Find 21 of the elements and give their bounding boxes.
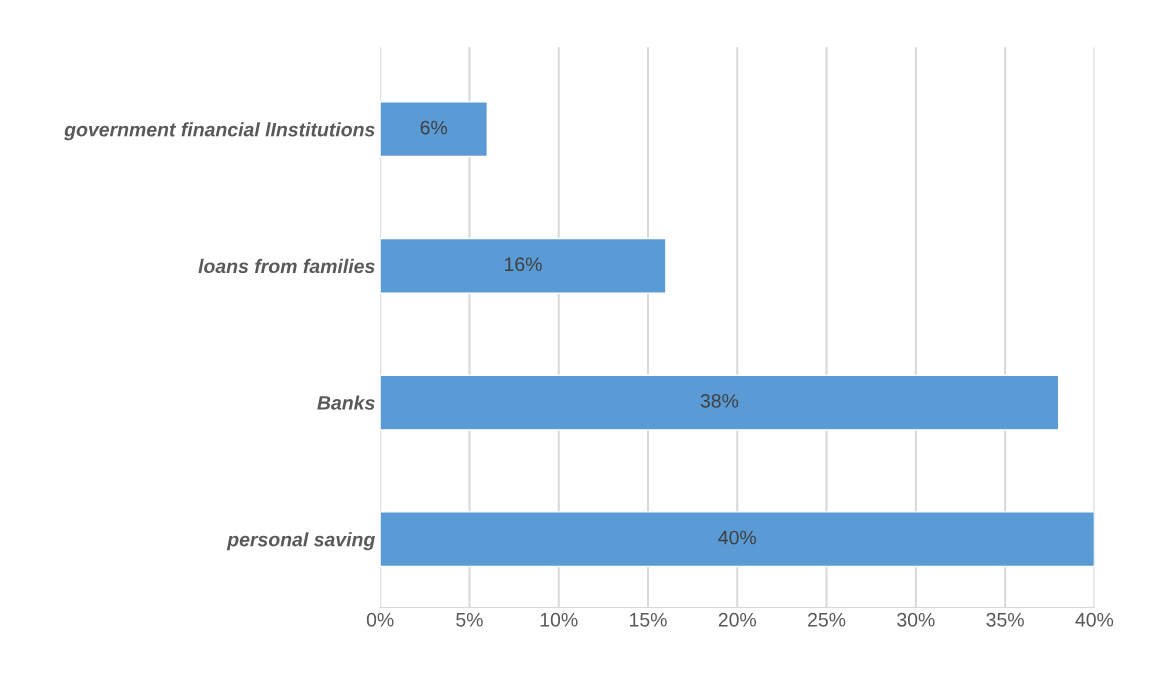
data-label: 6% — [420, 120, 448, 135]
x-tick-label: 15% — [630, 612, 667, 627]
x-tick-label: 20% — [718, 612, 757, 627]
y-tick-label: loans from families — [198, 258, 375, 274]
bar — [380, 511, 1095, 568]
data-label: 16% — [505, 257, 542, 272]
x-tick-label: 5% — [456, 612, 483, 627]
y-tick-label: personal saving — [226, 532, 375, 551]
bar — [380, 374, 1060, 431]
y-tick-label: government financial lInstitutions — [64, 122, 375, 141]
data-label: 38% — [700, 393, 739, 408]
x-tick-label: 0% — [366, 612, 394, 627]
x-tick-label: 10% — [540, 612, 578, 627]
x-tick-label: 25% — [808, 612, 846, 627]
bar — [380, 237, 667, 294]
x-tick-label: 35% — [986, 612, 1024, 627]
data-label: 40% — [718, 530, 757, 545]
y-tick-label: Banks — [317, 395, 375, 410]
x-tick-label: 40% — [1075, 612, 1114, 627]
x-tick-label: 30% — [897, 612, 935, 627]
bar — [380, 101, 488, 158]
